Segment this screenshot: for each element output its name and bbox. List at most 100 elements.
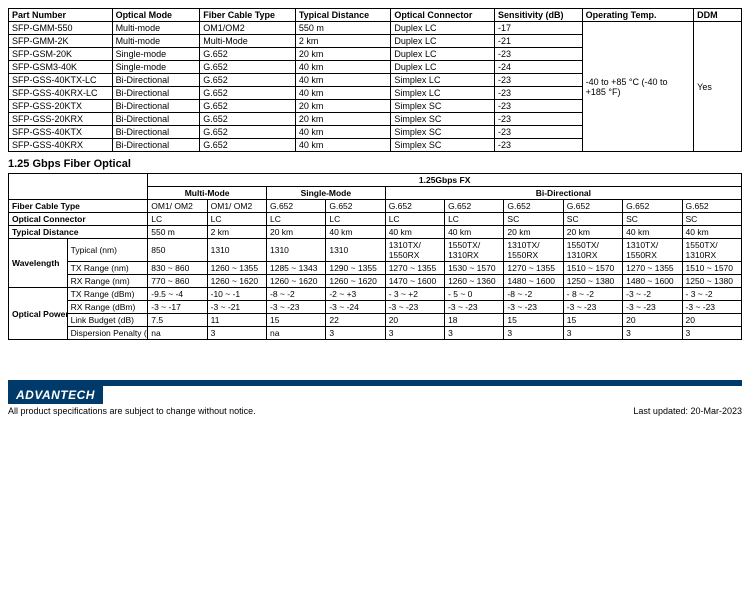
col-sensitivity: Sensitivity (dB) (494, 9, 582, 22)
table-cell: G.652 (200, 113, 296, 126)
col-typical-distance: Typical Distance (295, 9, 391, 22)
table-cell: G.652 (200, 126, 296, 139)
table-cell: Bi-Directional (112, 74, 200, 87)
table-cell: LC (445, 213, 504, 226)
operating-temp-cell: -40 to +85 °C (-40 to +185 °F) (582, 22, 694, 152)
table-cell: -3 ~ -2 (623, 288, 682, 301)
table-cell: 1310 (326, 239, 385, 262)
table-cell: 11 (207, 314, 266, 327)
table-cell: 15 (266, 314, 325, 327)
table-cell: 15 (504, 314, 563, 327)
table-cell: 20 (623, 314, 682, 327)
table-cell: 1260 ~ 1620 (207, 275, 266, 288)
table-cell: G.652 (504, 200, 563, 213)
table-cell: -8 ~ -2 (504, 288, 563, 301)
table-cell: 1260 ~ 1620 (326, 275, 385, 288)
table-cell: -3 ~ -23 (504, 301, 563, 314)
table-cell: -3 ~ -23 (623, 301, 682, 314)
table-cell: 1310TX/ 1550RX (504, 239, 563, 262)
table-cell: 1510 ~ 1570 (682, 262, 742, 275)
table-cell: -3 ~ -21 (207, 301, 266, 314)
row-wl-tx: TX Range (nm) (67, 262, 148, 275)
table-cell: 20 km (563, 226, 622, 239)
table-cell: Single-mode (112, 61, 200, 74)
table-cell: 40 km (295, 61, 391, 74)
top-header: 1.25Gbps FX (148, 174, 742, 187)
table-cell: - 5 ~ 0 (445, 288, 504, 301)
table-cell: -3 ~ -23 (266, 301, 325, 314)
table-cell: 20 (385, 314, 444, 327)
table-cell: 20 km (266, 226, 325, 239)
table-cell: -23 (494, 87, 582, 100)
table-cell: na (266, 327, 325, 340)
table-cell: 1530 ~ 1570 (445, 262, 504, 275)
table-cell: 1550TX/ 1310RX (563, 239, 622, 262)
row-fiber-cable-type: Fiber Cable Type (9, 200, 148, 213)
table-cell: -8 ~ -2 (266, 288, 325, 301)
table-cell: 3 (504, 327, 563, 340)
row-optical-power: Optical Power (9, 288, 68, 340)
table-cell: 7.5 (148, 314, 207, 327)
table-cell: G.652 (200, 48, 296, 61)
table-cell: 550 m (295, 22, 391, 35)
table-cell: - 8 ~ -2 (563, 288, 622, 301)
table-cell: 1250 ~ 1380 (563, 275, 622, 288)
col-part-number: Part Number (9, 9, 113, 22)
footer-updated: Last updated: 20-Mar-2023 (633, 406, 742, 416)
table-cell: 3 (326, 327, 385, 340)
table-cell: Bi-Directional (112, 139, 200, 152)
table-cell: 1250 ~ 1380 (682, 275, 742, 288)
table-cell: 1310 (207, 239, 266, 262)
table-cell: LC (266, 213, 325, 226)
row-op-tx: TX Range (dBm) (67, 288, 148, 301)
table-cell: Duplex LC (391, 35, 495, 48)
table-cell: -21 (494, 35, 582, 48)
table-cell: 40 km (682, 226, 742, 239)
table-cell: G.652 (200, 100, 296, 113)
table-cell: Duplex LC (391, 48, 495, 61)
table-cell: Bi-Directional (112, 113, 200, 126)
table-cell: 1260 ~ 1360 (445, 275, 504, 288)
table-cell: 1510 ~ 1570 (563, 262, 622, 275)
col-operating-temp: Operating Temp. (582, 9, 694, 22)
table-cell: SFP-GSS-20KRX (9, 113, 113, 126)
table-cell: -17 (494, 22, 582, 35)
table-cell: 550 m (148, 226, 207, 239)
table-cell: 40 km (295, 126, 391, 139)
table-cell: 22 (326, 314, 385, 327)
table-cell: 2 km (207, 226, 266, 239)
table-cell: 40 km (623, 226, 682, 239)
table-cell: -2 ~ +3 (326, 288, 385, 301)
table-cell: SC (563, 213, 622, 226)
table-cell: 20 km (295, 113, 391, 126)
table-cell: 1260 ~ 1355 (207, 262, 266, 275)
table-cell: Multi-Mode (200, 35, 296, 48)
table-cell: -3 ~ -23 (445, 301, 504, 314)
table-cell: Multi-mode (112, 22, 200, 35)
table-cell: 40 km (445, 226, 504, 239)
table-cell: 18 (445, 314, 504, 327)
table-cell: 40 km (295, 139, 391, 152)
table-cell: -23 (494, 113, 582, 126)
table-cell: - 3 ~ -2 (682, 288, 742, 301)
table-cell: - 3 ~ +2 (385, 288, 444, 301)
table-cell: LC (385, 213, 444, 226)
table-cell: -3 ~ -17 (148, 301, 207, 314)
table-cell: 1470 ~ 1600 (385, 275, 444, 288)
table-header-row: Part Number Optical Mode Fiber Cable Typ… (9, 9, 742, 22)
table-cell: 1270 ~ 1355 (385, 262, 444, 275)
row-wl-rx: RX Range (nm) (67, 275, 148, 288)
row-optical-connector: Optical Connector (9, 213, 148, 226)
mode-multi: Multi-Mode (148, 187, 267, 200)
table-cell: OM1/ OM2 (148, 200, 207, 213)
table-cell: SFP-GSM-20K (9, 48, 113, 61)
table-cell: SC (623, 213, 682, 226)
table-cell: SFP-GSS-40KTX (9, 126, 113, 139)
table-cell: Simplex SC (391, 139, 495, 152)
table-cell: G.652 (266, 200, 325, 213)
row-op-dp: Dispersion Penalty (dB) (67, 327, 148, 340)
table-cell: 1310 (266, 239, 325, 262)
table-cell: SFP-GSS-20KTX (9, 100, 113, 113)
table-cell: 1290 ~ 1355 (326, 262, 385, 275)
table-cell: 1310TX/ 1550RX (385, 239, 444, 262)
